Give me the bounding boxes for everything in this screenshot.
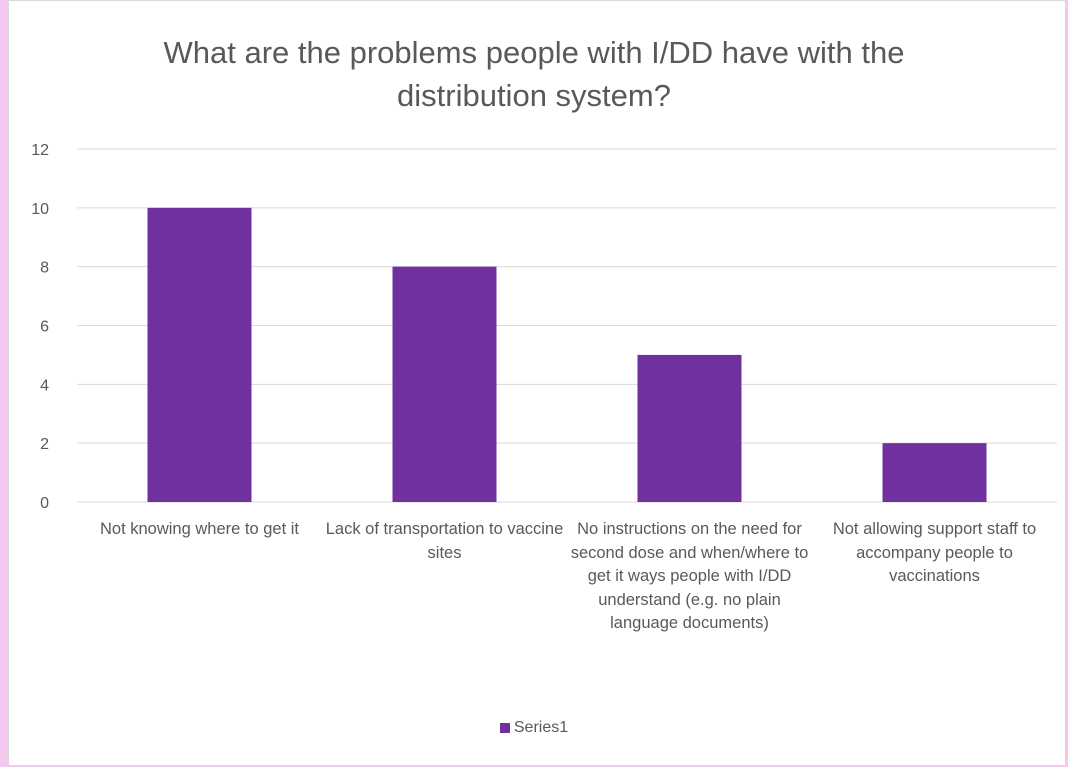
x-tick-label: Not allowing support staff to accompany … xyxy=(832,520,1037,585)
y-tick-label: 6 xyxy=(40,319,49,336)
chart-title-line: What are the problems people with I/DD h… xyxy=(163,35,905,70)
y-tick-label: 2 xyxy=(40,436,49,453)
y-tick-label: 12 xyxy=(31,142,49,159)
chart-plot: 0 2 4 6 8 10 12 xyxy=(31,142,1057,512)
legend-label: Series1 xyxy=(513,719,569,736)
legend: Series1 xyxy=(9,719,1059,737)
bar xyxy=(882,443,987,502)
chart-title: What are the problems people with I/DD h… xyxy=(9,31,1059,117)
bar xyxy=(147,207,252,503)
x-tick-label: Not knowing where to get it xyxy=(99,520,300,538)
x-tick-label: No instructions on the need for second d… xyxy=(570,520,809,632)
y-tick-label: 10 xyxy=(31,201,49,218)
y-tick-label: 4 xyxy=(40,377,49,394)
y-axis-ticks: 0 2 4 6 8 10 12 xyxy=(31,142,49,512)
y-tick-label: 8 xyxy=(40,260,49,277)
y-tick-label: 0 xyxy=(40,495,49,512)
chart-frame: What are the problems people with I/DD h… xyxy=(8,0,1066,766)
chart-title-line: distribution system? xyxy=(397,78,671,113)
legend-swatch xyxy=(499,723,510,733)
bar xyxy=(392,266,497,502)
bars xyxy=(147,207,987,503)
bar xyxy=(637,354,742,502)
x-tick-label: Lack of transportation to vaccine sites xyxy=(325,520,564,562)
